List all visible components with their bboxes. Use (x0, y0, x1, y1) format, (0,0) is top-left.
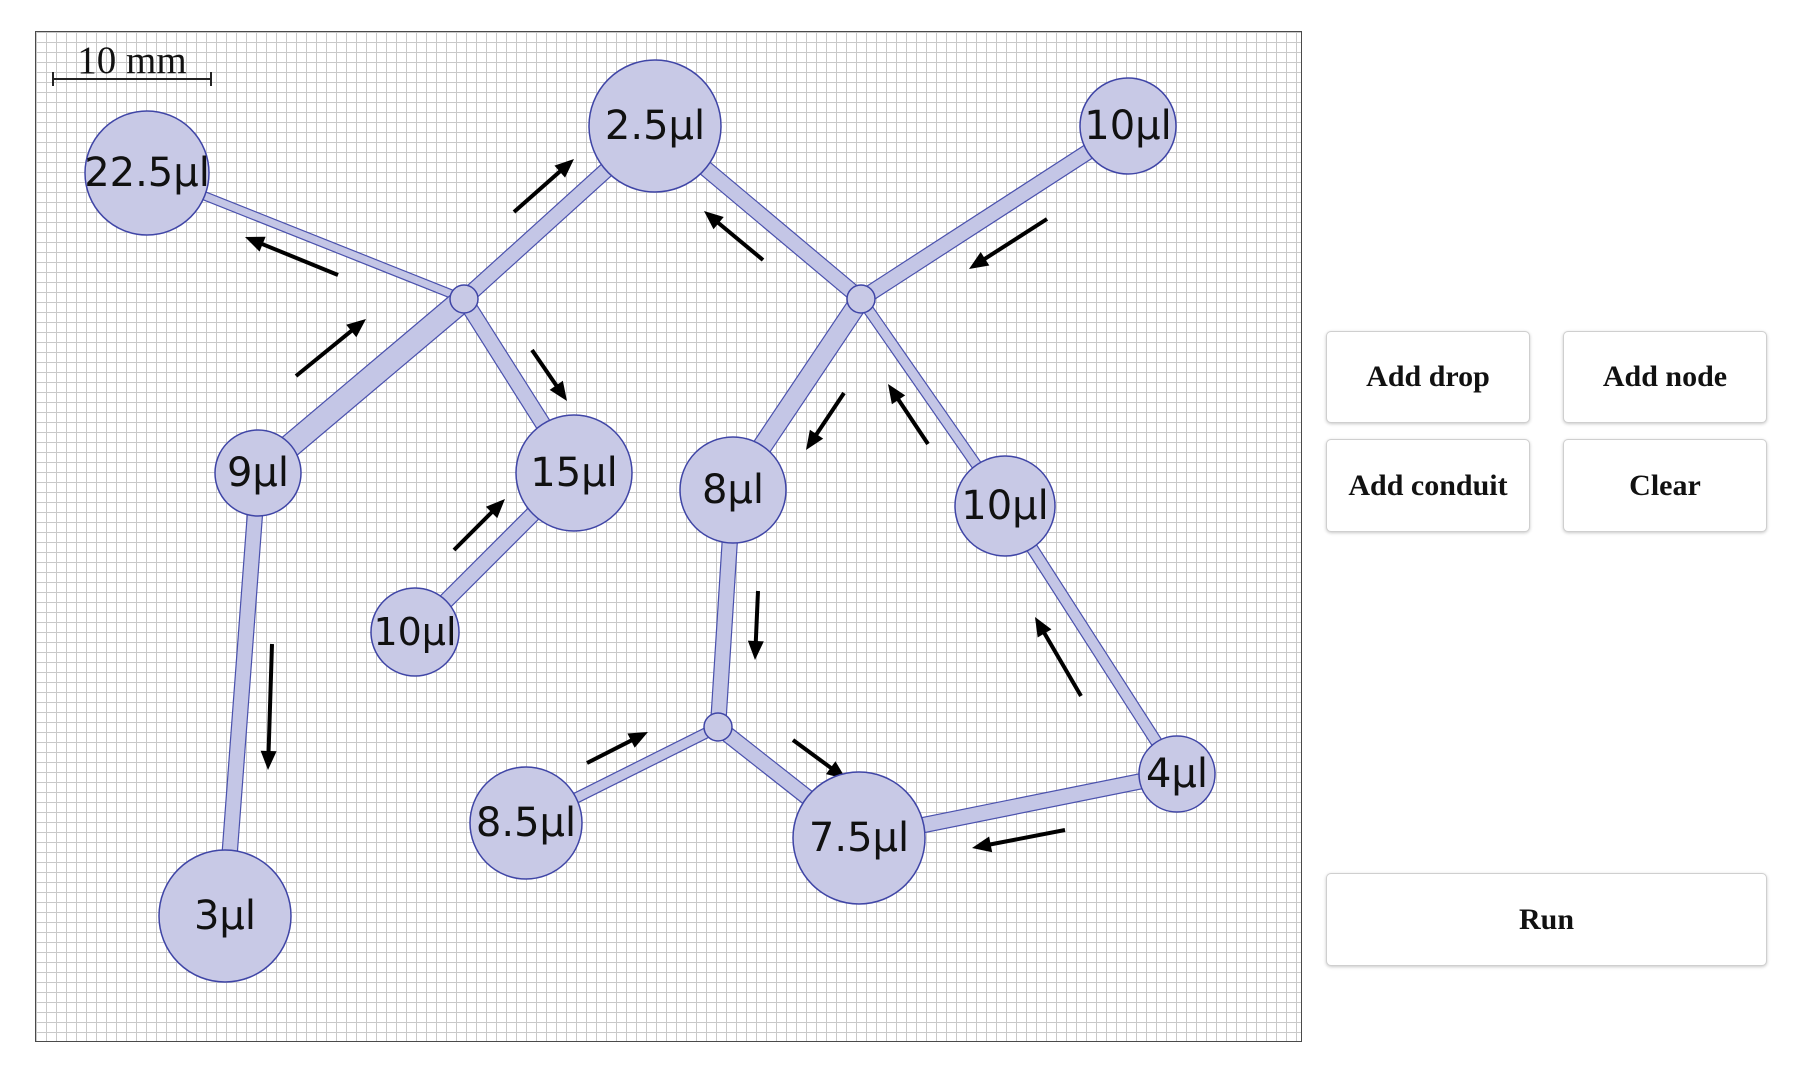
droplet-volume-label: 2.5µl (605, 103, 705, 149)
conduit[interactable] (999, 502, 1183, 778)
droplet[interactable]: 2.5µl (588, 59, 722, 193)
droplet-volume-label: 9µl (227, 450, 289, 496)
flow-arrow-icon (512, 159, 574, 214)
droplet-volume-label: 10µl (961, 483, 1048, 529)
droplet[interactable]: 10µl (954, 455, 1056, 557)
add-node-label: Add node (1602, 360, 1728, 393)
flow-arrow-icon (969, 217, 1049, 269)
scale-bar: 10 mm (52, 39, 212, 86)
droplet[interactable]: 10µl (370, 587, 460, 677)
flow-arrow-icon (791, 738, 846, 779)
flow-arrow-icon (972, 828, 1066, 853)
droplet-volume-label: 8µl (702, 467, 764, 513)
conduit[interactable] (250, 289, 472, 483)
droplet[interactable]: 8µl (679, 436, 787, 544)
clear-button[interactable]: Clear (1563, 439, 1767, 532)
junction-node[interactable] (703, 712, 733, 742)
droplet-volume-label: 8.5µl (476, 800, 576, 846)
junction-node[interactable] (449, 284, 479, 314)
droplet[interactable]: 4µl (1138, 735, 1216, 813)
add-node-button[interactable]: Add node (1563, 331, 1767, 423)
droplet-volume-label: 15µl (530, 450, 617, 496)
network-canvas[interactable]: 22.5µl 2.5µl 10µl 9µl 15µl 8µl 10µl 10µl 3µl 8.5µ… (35, 31, 1302, 1042)
run-button[interactable]: Run (1326, 873, 1767, 966)
droplet-volume-label: 10µl (1084, 103, 1171, 149)
droplet-volume-label: 3µl (194, 893, 256, 939)
droplet[interactable]: 8.5µl (469, 766, 583, 880)
flow-arrow-icon (704, 211, 765, 262)
clear-label: Clear (1629, 468, 1701, 502)
add-conduit-label: Add conduit (1348, 468, 1508, 502)
droplet[interactable]: 10µl (1079, 77, 1177, 175)
flow-arrow-icon (888, 384, 930, 446)
droplet-volume-label: 7.5µl (809, 815, 909, 861)
droplet[interactable]: 3µl (158, 849, 292, 983)
junction-node[interactable] (846, 284, 876, 314)
flow-arrow-icon (530, 348, 567, 401)
conduit[interactable] (216, 472, 267, 917)
droplet-volume-label: 22.5µl (84, 150, 210, 196)
flow-arrow-icon (245, 236, 339, 277)
add-drop-button[interactable]: Add drop (1326, 331, 1530, 423)
flow-arrow-icon (747, 590, 764, 660)
droplet-volume-label: 4µl (1146, 751, 1208, 797)
droplet[interactable]: 15µl (515, 414, 633, 532)
add-drop-label: Add drop (1366, 360, 1490, 393)
droplet-volume-label: 10µl (373, 610, 456, 654)
droplet[interactable]: 22.5µl (84, 110, 210, 236)
flow-arrow-icon (806, 391, 846, 450)
flow-arrow-icon (586, 732, 648, 765)
conduit[interactable] (856, 119, 1133, 306)
add-conduit-button[interactable]: Add conduit (1326, 439, 1530, 532)
droplet[interactable]: 7.5µl (792, 771, 926, 905)
flow-arrow-icon (260, 643, 277, 770)
scale-bar-label: 10 mm (77, 39, 186, 82)
flow-arrow-icon (1035, 617, 1083, 698)
run-label: Run (1518, 902, 1575, 936)
flow-arrow-icon (452, 499, 505, 552)
droplet[interactable]: 9µl (214, 429, 302, 517)
flow-arrow-icon (294, 319, 366, 378)
